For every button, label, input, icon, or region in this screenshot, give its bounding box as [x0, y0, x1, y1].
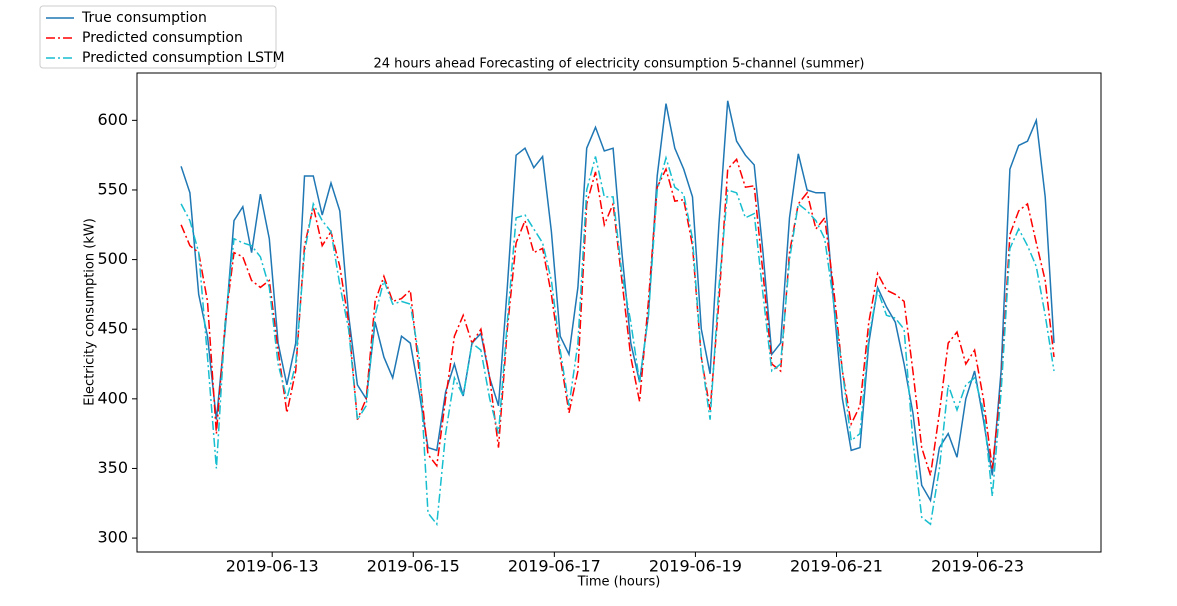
- series-line: [180, 155, 1055, 527]
- x-tick-label: 2019-06-19: [649, 557, 742, 576]
- y-tick-label: 350: [97, 458, 128, 477]
- x-tick-label: 2019-06-21: [790, 557, 883, 576]
- y-axis-label: Electricity consumption (kW): [83, 218, 98, 406]
- x-axis-label: Time (hours): [577, 575, 661, 590]
- y-tick-label: 550: [97, 179, 128, 198]
- plot-frame: [136, 72, 1102, 553]
- x-tick-label: 2019-06-15: [367, 557, 460, 576]
- chart-title: 24 hours ahead Forecasting of electricit…: [374, 57, 865, 72]
- y-tick-label: 450: [97, 319, 128, 338]
- y-tick-label: 500: [97, 249, 128, 268]
- legend-label: Predicted consumption: [82, 30, 243, 46]
- x-tick-label: 2019-06-17: [508, 557, 601, 576]
- legend-label: True consumption: [81, 10, 207, 26]
- series-line: [180, 100, 1055, 503]
- legend-box: [39, 5, 277, 69]
- y-tick-label: 400: [97, 388, 128, 407]
- x-tick-label: 2019-06-23: [931, 557, 1024, 576]
- x-tick-label: 2019-06-13: [226, 557, 319, 576]
- y-tick-label: 600: [97, 110, 128, 129]
- legend-label: Predicted consumption LSTM: [82, 50, 285, 66]
- y-tick-label: 300: [97, 528, 128, 547]
- series-line: [180, 157, 1055, 476]
